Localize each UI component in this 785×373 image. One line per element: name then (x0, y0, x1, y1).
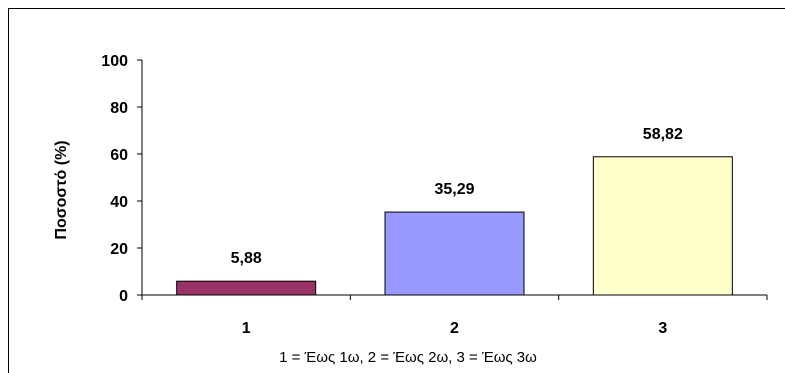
y-tick-label: 100 (101, 53, 128, 70)
x-axis-title: 1 = Έως 1ω, 2 = Έως 2ω, 3 = Έως 3ω (279, 349, 537, 366)
y-tick-label: 60 (110, 147, 128, 164)
y-tick-label: 40 (110, 194, 128, 211)
y-tick-label: 80 (110, 100, 128, 117)
data-label: 58,82 (643, 126, 683, 143)
y-axis-title: Ποσοστό (%) (53, 140, 70, 239)
y-tick-label: 20 (110, 241, 128, 258)
data-label: 35,29 (434, 181, 474, 198)
x-tick-label: 3 (658, 320, 667, 337)
x-tick-label: 2 (450, 320, 459, 337)
data-label: 5,88 (231, 250, 262, 267)
labels: 5,88 1 35,29 2 58,82 3 (231, 126, 683, 337)
y-tick-label: 0 (119, 288, 128, 305)
bar-1 (176, 280, 317, 296)
bar-2 (384, 211, 525, 296)
x-tick-label: 1 (242, 320, 251, 337)
bars (176, 156, 733, 296)
bar-3 (592, 156, 733, 296)
chart-frame (8, 8, 785, 373)
